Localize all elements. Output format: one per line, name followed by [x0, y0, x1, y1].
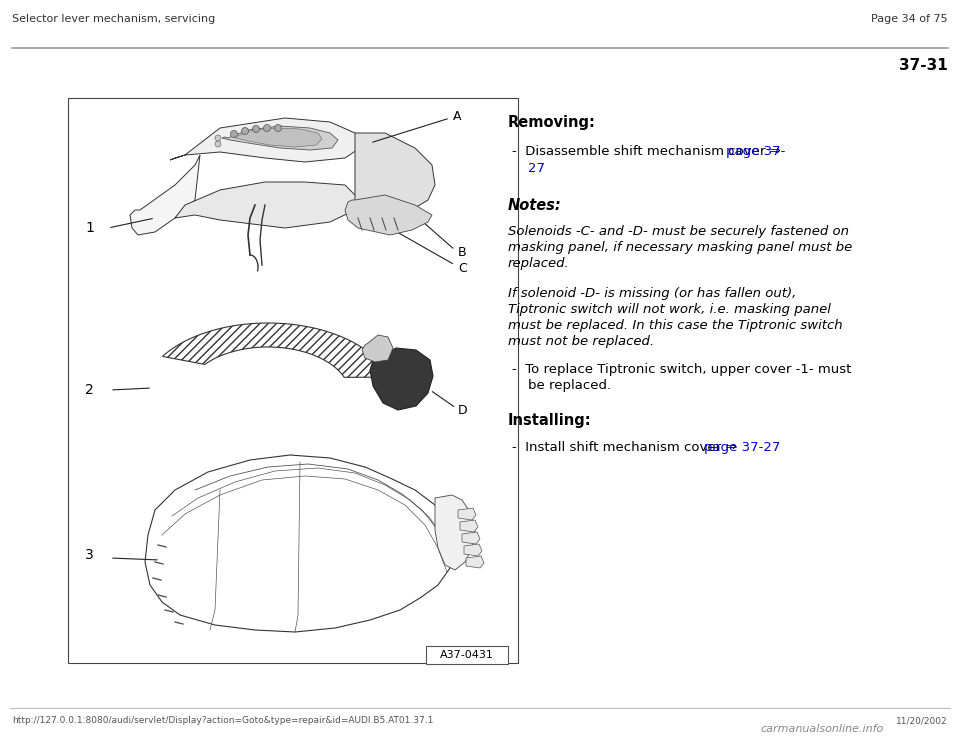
Text: -  Disassemble shift mechanism cover ⇒: - Disassemble shift mechanism cover ⇒	[512, 145, 785, 158]
Text: 11/20/2002: 11/20/2002	[897, 716, 948, 725]
Polygon shape	[464, 544, 482, 556]
Polygon shape	[175, 182, 360, 228]
Polygon shape	[362, 335, 393, 362]
Polygon shape	[345, 195, 432, 235]
Text: A37-0431: A37-0431	[440, 650, 494, 660]
Text: -  To replace Tiptronic switch, upper cover -1- must: - To replace Tiptronic switch, upper cov…	[512, 363, 852, 376]
Circle shape	[215, 135, 221, 141]
Text: must not be replaced.: must not be replaced.	[508, 335, 654, 348]
Text: page 37-: page 37-	[727, 145, 786, 158]
Polygon shape	[370, 348, 433, 410]
Text: replaced.: replaced.	[508, 257, 569, 270]
Text: If solenoid -D- is missing (or has fallen out),: If solenoid -D- is missing (or has falle…	[508, 287, 797, 300]
Text: -  Install shift mechanism cover ⇒: - Install shift mechanism cover ⇒	[512, 441, 741, 454]
Text: 27: 27	[528, 162, 545, 175]
Polygon shape	[145, 455, 455, 632]
Text: C: C	[458, 261, 467, 275]
Circle shape	[230, 131, 237, 137]
Text: D: D	[458, 404, 468, 418]
Text: Page 34 of 75: Page 34 of 75	[872, 14, 948, 24]
Text: Notes:: Notes:	[508, 198, 562, 213]
Text: A: A	[453, 110, 462, 122]
Polygon shape	[355, 133, 435, 218]
Polygon shape	[458, 508, 476, 520]
Polygon shape	[162, 323, 389, 378]
Polygon shape	[462, 532, 480, 544]
Text: Tiptronic switch will not work, i.e. masking panel: Tiptronic switch will not work, i.e. mas…	[508, 303, 830, 316]
Bar	[426, 646, 508, 664]
Circle shape	[275, 125, 281, 131]
Polygon shape	[233, 128, 322, 147]
Text: Selector lever mechanism, servicing: Selector lever mechanism, servicing	[12, 14, 215, 24]
Text: page 37-27: page 37-27	[705, 441, 780, 454]
Circle shape	[242, 128, 249, 134]
Text: 1: 1	[85, 221, 94, 235]
Text: masking panel, if necessary masking panel must be: masking panel, if necessary masking pane…	[508, 241, 852, 254]
Circle shape	[252, 125, 259, 133]
Text: must be replaced. In this case the Tiptronic switch: must be replaced. In this case the Tiptr…	[508, 319, 843, 332]
Polygon shape	[460, 520, 478, 532]
Bar	[68, 98, 518, 663]
Text: 2: 2	[85, 383, 94, 397]
Text: Removing:: Removing:	[508, 115, 596, 130]
Polygon shape	[130, 155, 200, 235]
Text: carmanualsonline.info: carmanualsonline.info	[760, 724, 883, 734]
Polygon shape	[466, 556, 484, 568]
Text: http://127.0.0.1:8080/audi/servlet/Display?action=Goto&type=repair&id=AUDI.B5.AT: http://127.0.0.1:8080/audi/servlet/Displ…	[12, 716, 433, 725]
Text: 37-31: 37-31	[900, 58, 948, 73]
Text: Solenoids -C- and -D- must be securely fastened on: Solenoids -C- and -D- must be securely f…	[508, 225, 849, 238]
Polygon shape	[435, 495, 475, 570]
Text: be replaced.: be replaced.	[528, 379, 612, 392]
Circle shape	[215, 141, 221, 147]
Text: Installing:: Installing:	[508, 413, 591, 428]
Polygon shape	[170, 118, 360, 162]
Text: B: B	[458, 246, 467, 260]
Polygon shape	[222, 126, 338, 150]
Text: 3: 3	[85, 548, 94, 562]
Circle shape	[263, 125, 271, 131]
